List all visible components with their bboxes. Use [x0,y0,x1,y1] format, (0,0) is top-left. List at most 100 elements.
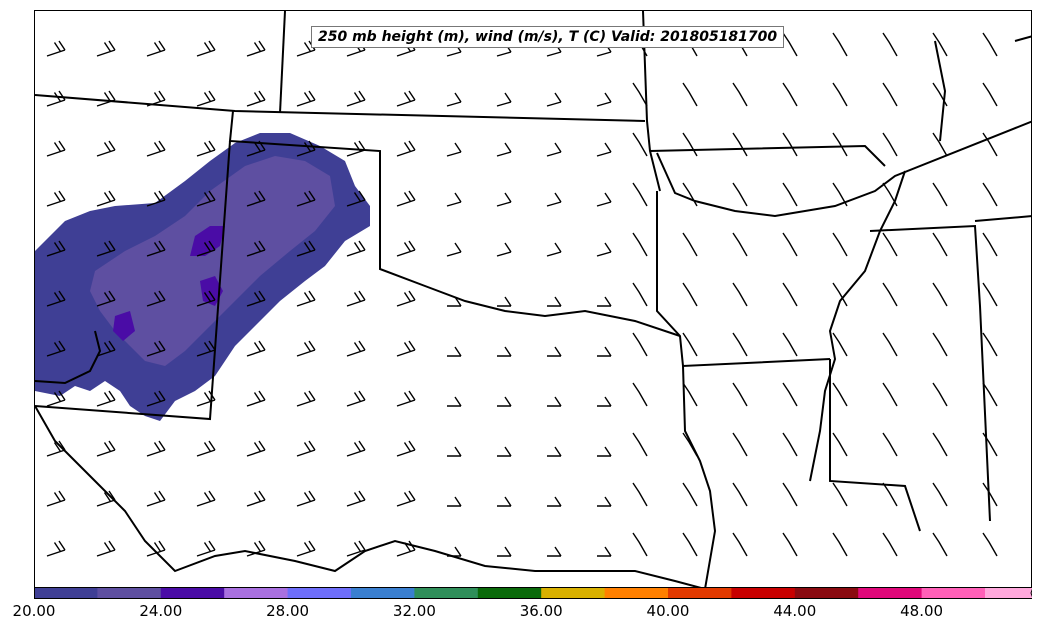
wind-barb [832,482,848,507]
wind-barb [146,140,166,157]
wind-barb [832,182,848,207]
wind-barb [346,490,366,507]
wind-barb [932,482,948,507]
wind-barb [346,440,366,457]
wind-barb [596,192,612,207]
wind-barb [597,496,612,507]
colorbar-tick-label: 20.00 [12,602,56,620]
wind-barb [196,540,216,557]
wind-barb [296,90,316,107]
wind-barb [932,32,948,57]
colorbar-segment [668,587,732,599]
wind-barb [146,540,166,557]
wind-barb [882,132,898,157]
wind-barb [146,240,166,257]
wind-barb [96,440,116,457]
wind-barb [982,432,998,457]
state-border [869,224,991,522]
wind-barb [882,482,898,507]
wind-barb [396,290,416,307]
wind-barb [447,546,462,557]
wind-barb [546,92,562,107]
wind-barb [496,142,512,157]
wind-barb [982,32,998,57]
wind-barb [832,532,848,557]
wind-barb [146,40,166,57]
temp-band-22 [90,156,335,366]
colorbar-tick-label: 40.00 [646,602,690,620]
state-border [642,11,661,192]
wind-barb [982,482,998,507]
wind-barb [832,132,848,157]
river-border [934,40,947,142]
wind-barb [597,546,612,557]
wind-barb [632,482,648,507]
wind-barb [982,532,998,557]
wind-barb [196,490,216,507]
wind-barb [682,182,698,207]
wind-barb [732,132,748,157]
wind-barb [446,242,462,257]
wind-barb [547,546,562,557]
wind-barb [597,296,612,307]
wind-barb [346,190,366,207]
colorbar-tick-label: 44.00 [773,602,817,620]
wind-barb [546,242,562,257]
state-border [682,365,717,587]
wind-barb [632,432,648,457]
wind-barb [732,382,748,407]
wind-barb [682,432,698,457]
wind-barb [732,482,748,507]
wind-barb [782,282,798,307]
colorbar-tick-label: 48.00 [900,602,944,620]
wind-barb [882,32,898,57]
wind-barb [932,332,948,357]
wind-barb [832,82,848,107]
wind-barb [246,440,266,457]
colorbar-segment [224,587,289,599]
wind-barb [96,340,116,357]
wind-barb [46,440,66,457]
temperature-shading [35,133,370,421]
wind-barb [832,232,848,257]
map-title: 250 mb height (m), wind (m/s), T (C) Val… [311,26,785,48]
wind-barb [832,32,848,57]
wind-barb [982,82,998,107]
wind-barb [246,490,266,507]
wind-barb [46,190,66,207]
wind-barb [196,190,216,207]
state-border [1014,35,1031,42]
political-boundaries [35,11,1031,587]
wind-barbs [46,32,998,557]
wind-barb [146,440,166,457]
wind-barb [832,432,848,457]
wind-barb [46,540,66,557]
wind-barb [396,190,416,207]
wind-barb [96,390,116,407]
wind-barb [782,232,798,257]
wind-barb [632,232,648,257]
wind-barb [196,140,216,157]
wind-barb [882,182,898,207]
colorbar-segment [794,587,859,599]
wind-barb [632,182,648,207]
wind-barb [46,40,66,57]
wind-barb [832,332,848,357]
wind-barb [447,446,462,457]
wind-barb [146,290,166,307]
wind-barb [782,532,798,557]
wind-barb [497,346,512,357]
wind-barb [246,40,266,57]
wind-barb [146,340,166,357]
wind-barb [346,240,366,257]
wind-barb [882,282,898,307]
state-border [35,94,646,122]
wind-barb [447,346,462,357]
colorbar-tick-label: 24.00 [139,602,183,620]
wind-barb [196,340,216,357]
colorbar-tick-label: 28.00 [266,602,310,620]
wind-barb [296,540,316,557]
wind-barb [932,432,948,457]
colorbar-tick-label: 36.00 [519,602,563,620]
wind-barb [932,132,948,157]
